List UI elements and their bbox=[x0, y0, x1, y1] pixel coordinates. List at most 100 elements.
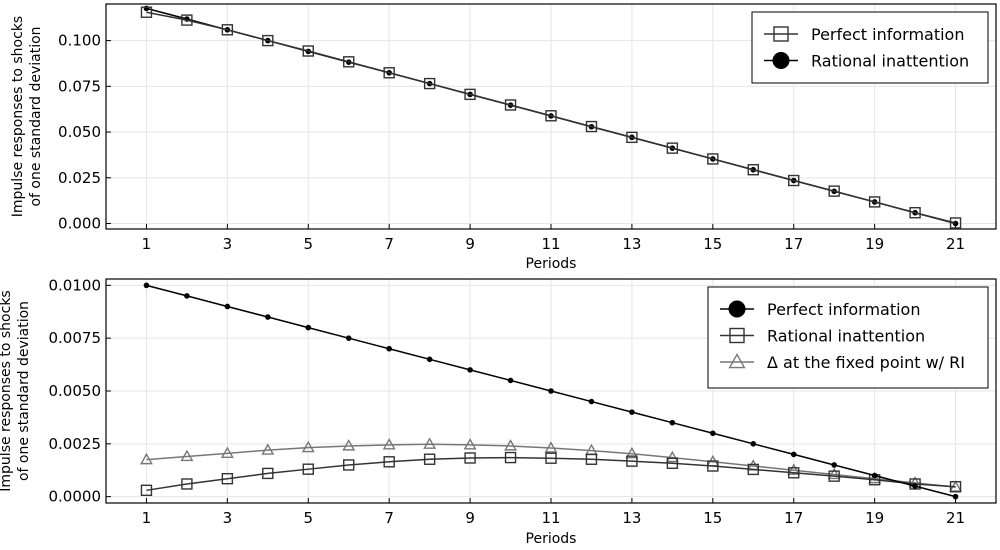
data-point bbox=[827, 467, 841, 480]
y-axis-label: of one standard deviation bbox=[16, 301, 32, 481]
series-square bbox=[140, 451, 962, 497]
data-point bbox=[831, 462, 837, 468]
x-tick-label: 11 bbox=[541, 509, 560, 527]
data-point bbox=[912, 483, 918, 489]
y-tick-label: 0.0050 bbox=[49, 382, 102, 400]
data-point bbox=[949, 481, 962, 493]
data-point bbox=[545, 452, 557, 464]
data-point bbox=[669, 419, 676, 426]
y-tick-label: 0.000 bbox=[58, 215, 101, 233]
data-point bbox=[302, 45, 314, 57]
data-point bbox=[184, 293, 190, 299]
legend-marker bbox=[728, 352, 746, 369]
data-point bbox=[224, 303, 231, 310]
data-point bbox=[423, 453, 436, 465]
data-point bbox=[386, 345, 392, 352]
x-tick-label: 17 bbox=[784, 235, 803, 253]
x-axis-label: Periods bbox=[526, 256, 577, 272]
data-point bbox=[828, 185, 840, 197]
data-point bbox=[467, 367, 473, 373]
data-point bbox=[666, 457, 679, 469]
data-point bbox=[828, 470, 840, 482]
data-point bbox=[666, 142, 679, 154]
data-point bbox=[181, 478, 193, 490]
data-point bbox=[544, 441, 558, 453]
data-point bbox=[342, 439, 356, 451]
data-point bbox=[909, 207, 921, 219]
y-tick-label: 0.0025 bbox=[49, 435, 102, 453]
data-point bbox=[868, 196, 881, 208]
data-point bbox=[343, 56, 355, 68]
data-point bbox=[262, 467, 274, 480]
x-tick-label: 5 bbox=[303, 509, 313, 527]
x-tick-label: 15 bbox=[703, 509, 722, 527]
chart-panel-2: 1 3 5 7 9 11 13 15 17 19 210.00000.00250.00500.007… bbox=[0, 276, 997, 547]
data-point bbox=[747, 164, 759, 176]
x-tick-label: 5 bbox=[303, 235, 313, 253]
data-point bbox=[949, 217, 962, 229]
series-line bbox=[146, 456, 956, 492]
x-tick-label: 7 bbox=[384, 509, 394, 527]
series-line bbox=[146, 11, 956, 224]
data-point bbox=[952, 493, 959, 500]
data-point bbox=[464, 88, 476, 101]
y-tick-label: 0.050 bbox=[58, 123, 101, 141]
data-point bbox=[507, 377, 514, 384]
data-point bbox=[750, 441, 757, 447]
data-point bbox=[788, 467, 800, 479]
series-circle bbox=[143, 282, 959, 500]
data-point bbox=[302, 463, 314, 475]
data-point bbox=[871, 472, 878, 479]
data-point bbox=[625, 446, 639, 459]
y-tick-label: 0.0075 bbox=[49, 329, 102, 347]
x-tick-label: 19 bbox=[865, 509, 884, 527]
data-point bbox=[140, 6, 153, 18]
series-square bbox=[140, 6, 962, 229]
data-point bbox=[265, 314, 271, 320]
data-point bbox=[747, 463, 759, 476]
data-point bbox=[548, 388, 554, 394]
data-point bbox=[545, 110, 557, 122]
legend-label: Perfect information bbox=[767, 300, 920, 319]
y-tick-label: 0.100 bbox=[58, 32, 101, 50]
data-point bbox=[221, 24, 234, 36]
x-tick-label: 3 bbox=[223, 509, 233, 527]
data-point bbox=[665, 450, 679, 463]
data-point bbox=[426, 356, 433, 363]
data-point bbox=[710, 430, 716, 437]
x-tick-label: 11 bbox=[541, 235, 560, 253]
data-point bbox=[787, 463, 801, 475]
data-point bbox=[868, 471, 882, 484]
legend-marker bbox=[772, 52, 790, 69]
x-tick-label: 13 bbox=[622, 509, 641, 527]
x-axis-label: Periods bbox=[526, 531, 577, 547]
y-tick-label: 0.075 bbox=[58, 77, 101, 95]
data-point bbox=[423, 437, 437, 449]
chart-panel-1: 1 3 5 7 9 11 13 15 17 19 210.0000.0250.0500.0750.1… bbox=[10, 3, 997, 272]
legend-box bbox=[707, 286, 989, 389]
data-point bbox=[262, 34, 274, 47]
data-point bbox=[629, 409, 635, 415]
data-point bbox=[140, 484, 153, 497]
data-point bbox=[585, 453, 598, 465]
legend-label: Rational inattention bbox=[811, 52, 969, 71]
legend-box bbox=[751, 11, 989, 84]
y-tick-label: 0.025 bbox=[58, 169, 101, 187]
data-point bbox=[626, 455, 638, 467]
data-point bbox=[464, 452, 476, 464]
x-tick-label: 21 bbox=[946, 235, 965, 253]
data-point bbox=[343, 459, 355, 471]
data-point bbox=[909, 478, 921, 490]
data-point bbox=[463, 438, 477, 450]
data-point bbox=[180, 449, 194, 462]
x-tick-label: 9 bbox=[465, 509, 475, 527]
x-tick-label: 7 bbox=[384, 235, 394, 253]
data-point bbox=[626, 131, 638, 144]
y-axis-label: Impulse responses to shocks bbox=[10, 16, 26, 217]
legend-marker bbox=[729, 327, 745, 344]
legend: Perfect information Rational inattention bbox=[751, 11, 989, 84]
x-tick-label: 13 bbox=[622, 235, 641, 253]
y-axis-label: of one standard deviation bbox=[28, 26, 44, 206]
data-point bbox=[707, 153, 719, 165]
